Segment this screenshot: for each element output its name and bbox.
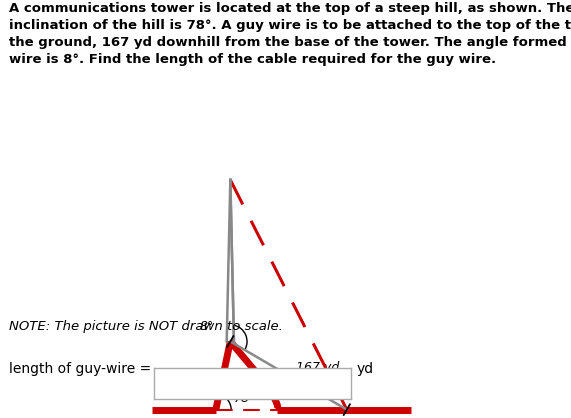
- Text: length of guy-wire =: length of guy-wire =: [9, 362, 151, 375]
- Text: A communications tower is located at the top of a steep hill, as shown. The angl: A communications tower is located at the…: [9, 2, 571, 66]
- Text: 78°: 78°: [234, 392, 256, 405]
- Text: 8°: 8°: [199, 320, 214, 333]
- Text: 167 yd: 167 yd: [296, 361, 339, 374]
- Text: NOTE: The picture is NOT drawn to scale.: NOTE: The picture is NOT drawn to scale.: [9, 320, 283, 333]
- Text: yd: yd: [357, 362, 374, 375]
